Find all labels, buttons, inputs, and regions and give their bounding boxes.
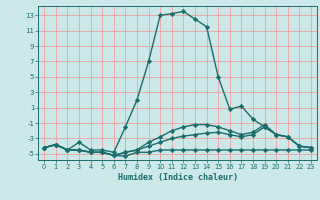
X-axis label: Humidex (Indice chaleur): Humidex (Indice chaleur) <box>118 173 238 182</box>
